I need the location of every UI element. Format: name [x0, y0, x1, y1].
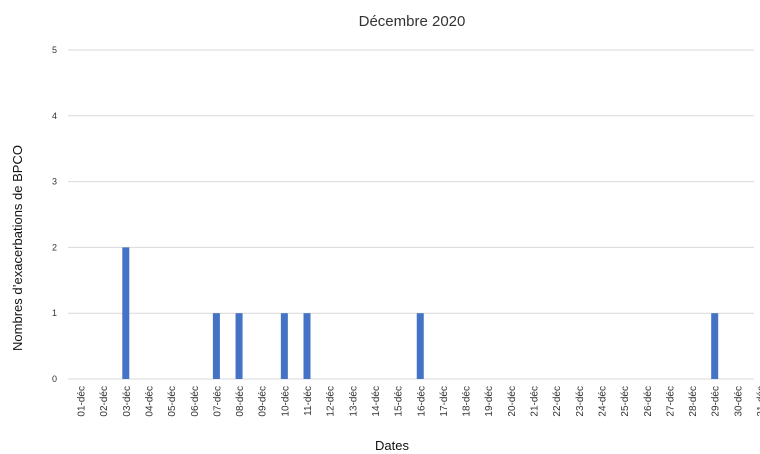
y-tick-label: 5: [52, 45, 57, 55]
x-tick-label: 31-déc: [756, 386, 760, 417]
x-tick-label: 05-déc: [167, 386, 178, 417]
x-tick-label: 01-déc: [77, 386, 88, 417]
y-axis-ticks: 0 1 2 3 4 5: [52, 45, 57, 384]
x-tick-label: 13-déc: [348, 386, 359, 417]
y-tick-label: 0: [52, 374, 57, 384]
bar-29-déc: [711, 313, 719, 379]
x-tick-label: 18-déc: [462, 386, 473, 417]
x-tick-label: 12-déc: [326, 386, 337, 417]
bars: [122, 247, 719, 379]
x-tick-label: 27-déc: [665, 386, 676, 417]
x-tick-label: 04-déc: [144, 386, 155, 417]
x-tick-label: 20-déc: [507, 386, 518, 417]
x-tick-label: 07-déc: [212, 386, 223, 417]
x-tick-label: 15-déc: [394, 386, 405, 417]
bar-16-déc: [416, 313, 424, 379]
bar-10-déc: [280, 313, 288, 379]
x-axis-ticks: 01-déc 02-déc 03-déc 04-déc 05-déc 06-déc 07-d…: [77, 386, 760, 417]
x-tick-label: 24-déc: [597, 386, 608, 417]
x-tick-label: 23-déc: [575, 386, 586, 417]
x-tick-label: 26-déc: [643, 386, 654, 417]
x-tick-label: 22-déc: [552, 386, 563, 417]
x-tick-label: 03-déc: [122, 386, 133, 417]
y-tick-label: 2: [52, 242, 57, 252]
x-tick-label: 30-déc: [733, 386, 744, 417]
x-tick-label: 14-déc: [371, 386, 382, 417]
x-tick-label: 08-déc: [235, 386, 246, 417]
x-tick-label: 06-déc: [190, 386, 201, 417]
x-axis-label: Dates: [375, 438, 409, 453]
bar-11-déc: [303, 313, 311, 379]
bar-03-déc: [122, 247, 130, 379]
x-tick-label: 10-déc: [280, 386, 291, 417]
y-tick-label: 3: [52, 177, 57, 187]
x-tick-label: 28-déc: [688, 386, 699, 417]
y-tick-label: 4: [52, 111, 57, 121]
y-tick-label: 1: [52, 308, 57, 318]
x-tick-label: 29-déc: [711, 386, 722, 417]
y-axis-label: Nombres d’exacerbations de BPCO: [10, 145, 25, 351]
x-tick-label: 09-déc: [258, 386, 269, 417]
bar-07-déc: [212, 313, 220, 379]
bar-08-déc: [235, 313, 243, 379]
chart-title: Décembre 2020: [359, 13, 466, 30]
gridlines: [68, 49, 754, 380]
x-tick-label: 02-déc: [99, 386, 110, 417]
x-tick-label: 16-déc: [416, 386, 427, 417]
x-tick-label: 19-déc: [484, 386, 495, 417]
x-tick-label: 17-déc: [439, 386, 450, 417]
x-tick-label: 11-déc: [303, 386, 314, 416]
x-tick-label: 21-déc: [530, 386, 541, 417]
x-tick-label: 25-déc: [620, 386, 631, 417]
